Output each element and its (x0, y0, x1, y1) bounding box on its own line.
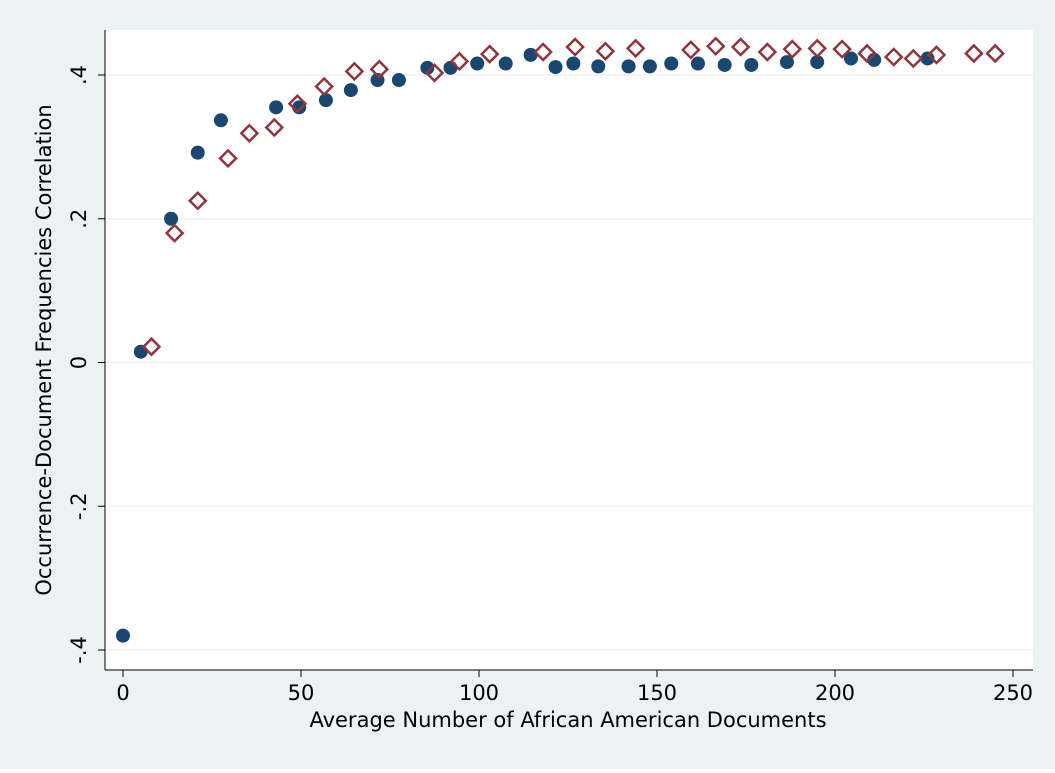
point (269, 100, 284, 115)
point (190, 145, 205, 160)
plot-area (105, 30, 1033, 670)
x-tick-label: 250 (993, 681, 1033, 705)
point (344, 61, 365, 82)
y-tick-label: 0 (67, 356, 91, 369)
point (318, 93, 333, 108)
x-tick-label: 100 (459, 681, 499, 705)
point (420, 60, 435, 75)
point (844, 51, 859, 66)
point (498, 56, 513, 71)
point (857, 43, 877, 64)
point (218, 148, 238, 169)
point (690, 56, 705, 71)
point (832, 39, 852, 59)
point (533, 42, 553, 62)
point (213, 113, 228, 128)
y-tick-label: -.2 (67, 492, 91, 520)
point (164, 211, 179, 226)
point (920, 51, 935, 66)
point (782, 39, 803, 59)
point (566, 56, 581, 71)
point (287, 93, 308, 114)
y-tick-label: .2 (67, 209, 91, 229)
point (187, 191, 208, 211)
point (239, 123, 260, 143)
point (625, 38, 646, 59)
point (705, 36, 726, 57)
point (479, 44, 500, 64)
point (548, 60, 563, 75)
point (424, 63, 445, 83)
point (133, 344, 148, 359)
point (391, 73, 406, 88)
point (642, 59, 657, 74)
point (565, 37, 585, 57)
point (717, 57, 732, 72)
point (985, 43, 1005, 64)
point (470, 56, 485, 71)
y-tick-label: -.4 (67, 636, 91, 664)
point (591, 59, 606, 74)
point (744, 57, 759, 72)
x-tick-label: 150 (637, 681, 677, 705)
point (595, 41, 616, 62)
point (730, 37, 751, 57)
point (810, 55, 825, 70)
y-tick-label: .4 (67, 65, 91, 85)
point (964, 43, 984, 64)
point (621, 59, 636, 74)
x-tick-label: 200 (815, 681, 855, 705)
point (116, 628, 130, 643)
point (681, 40, 701, 60)
point (449, 51, 470, 72)
point (164, 223, 185, 243)
x-tick-label: 0 (116, 681, 129, 705)
point (926, 45, 947, 65)
point (343, 83, 358, 98)
y-axis-label: Occurrence-Document Frequencies Correlat… (32, 104, 56, 595)
point (883, 47, 904, 67)
point (757, 42, 778, 62)
point (369, 59, 390, 80)
point (664, 56, 679, 71)
x-tick-label: 50 (288, 681, 315, 705)
point (443, 60, 458, 75)
point (903, 48, 924, 69)
point (807, 38, 827, 59)
point (779, 55, 794, 70)
point (264, 117, 285, 138)
x-axis-label: Average Number of African American Docum… (309, 708, 826, 732)
point (314, 76, 334, 97)
point (141, 336, 162, 357)
